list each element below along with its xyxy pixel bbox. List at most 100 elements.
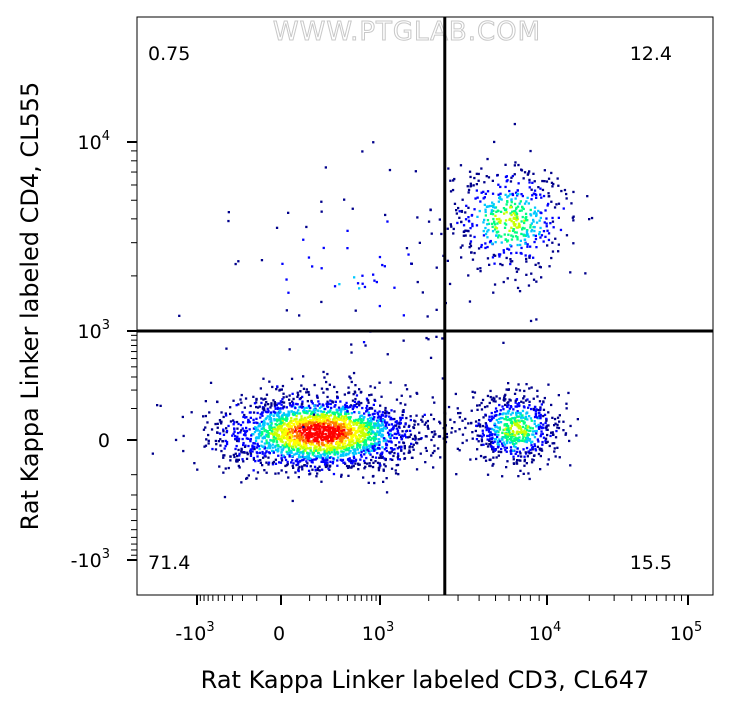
event-dot	[550, 403, 553, 407]
event-dot	[331, 460, 335, 463]
event-dot	[492, 203, 495, 206]
event-dot	[354, 309, 357, 312]
event-dot	[264, 429, 267, 432]
event-dot	[488, 401, 491, 405]
event-dot	[315, 421, 318, 424]
event-dot	[269, 417, 272, 420]
event-dot	[359, 414, 362, 417]
event-dot	[291, 402, 295, 405]
event-dot	[336, 441, 339, 444]
event-dot	[355, 394, 359, 397]
event-dot	[348, 447, 351, 450]
event-dot	[308, 428, 311, 432]
event-dot	[347, 443, 350, 446]
event-dot	[320, 410, 323, 413]
event-dot	[255, 401, 258, 404]
event-dot	[517, 222, 521, 225]
event-dot	[274, 472, 277, 475]
event-dot	[515, 267, 518, 270]
event-dot	[289, 425, 293, 428]
event-dot	[244, 434, 247, 437]
event-dot	[390, 450, 393, 453]
event-dot	[305, 225, 308, 229]
event-dot	[279, 429, 283, 432]
event-dot	[498, 217, 501, 221]
event-dot	[294, 440, 297, 443]
event-dot	[287, 432, 290, 435]
event-dot	[528, 452, 531, 455]
event-dot	[514, 223, 517, 226]
event-dot	[328, 418, 332, 421]
event-dot	[336, 409, 339, 412]
event-dot	[523, 389, 526, 393]
event-dot	[326, 417, 329, 420]
event-dot	[239, 398, 242, 401]
event-dot	[530, 198, 533, 201]
event-dot	[485, 423, 488, 426]
event-dot	[389, 437, 392, 440]
event-dot	[235, 404, 238, 407]
event-dot	[559, 228, 563, 232]
event-dot	[328, 435, 331, 438]
event-dot	[289, 440, 292, 443]
event-dot	[313, 449, 316, 452]
event-dot	[318, 427, 321, 430]
event-dot	[517, 415, 521, 418]
event-dot	[516, 194, 519, 197]
event-dot	[519, 243, 522, 247]
event-dot	[319, 428, 322, 431]
event-dot	[535, 246, 538, 249]
event-dot	[504, 434, 507, 437]
event-dot	[408, 435, 411, 438]
event-dot	[501, 416, 504, 420]
event-dot	[373, 398, 376, 402]
event-dot	[276, 430, 279, 433]
event-dot	[462, 224, 466, 227]
event-dot	[496, 435, 499, 439]
event-dot	[481, 429, 484, 432]
event-dot	[244, 432, 247, 435]
event-dot	[527, 172, 530, 175]
event-dot	[526, 398, 529, 401]
event-dot	[272, 428, 275, 431]
event-dot	[376, 452, 379, 455]
event-dot	[308, 422, 311, 425]
event-dot	[291, 499, 294, 503]
event-dot	[424, 446, 427, 450]
event-dot	[237, 464, 240, 468]
event-dot	[556, 177, 559, 180]
event-dot	[480, 401, 483, 405]
event-dot	[369, 464, 372, 468]
event-dot	[396, 452, 400, 455]
event-dot	[326, 422, 329, 425]
event-dot	[331, 433, 334, 437]
event-dot	[273, 426, 276, 429]
event-dot	[288, 398, 291, 401]
event-dot	[272, 440, 275, 443]
event-dot	[468, 170, 472, 173]
event-dot	[249, 416, 252, 419]
event-dot	[510, 424, 513, 427]
event-dot	[514, 161, 517, 164]
event-dot	[511, 411, 514, 415]
event-dot	[360, 418, 363, 421]
event-dot	[222, 433, 226, 436]
event-dot	[293, 438, 296, 441]
event-dot	[408, 451, 412, 454]
event-dot	[255, 477, 258, 480]
event-dot	[462, 230, 465, 233]
event-dot	[300, 456, 303, 459]
event-dot	[515, 214, 518, 217]
event-dot	[234, 434, 237, 438]
event-dot	[341, 431, 344, 434]
event-dot	[554, 436, 558, 439]
event-dot	[320, 387, 324, 390]
event-dot	[309, 406, 312, 410]
event-dot	[330, 442, 333, 445]
event-dot	[505, 208, 508, 211]
event-dot	[382, 439, 385, 443]
event-dot	[328, 456, 332, 459]
event-dot	[409, 429, 412, 432]
event-dot	[510, 432, 513, 436]
event-dot	[273, 401, 276, 404]
